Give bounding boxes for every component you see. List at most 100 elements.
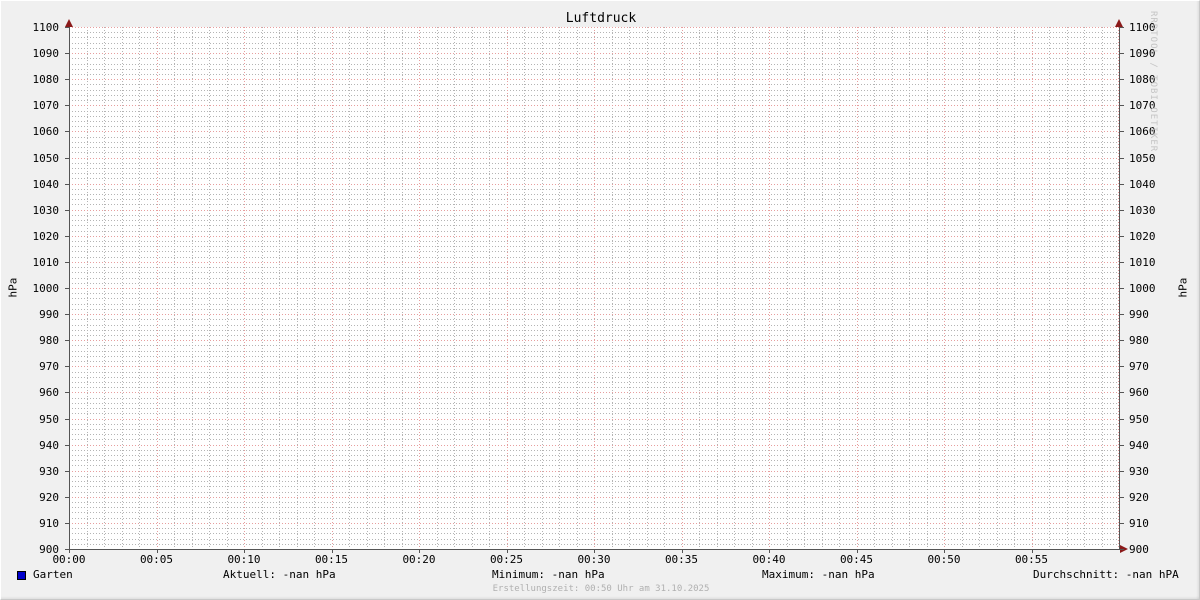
- y-tick-label-right: 990: [1129, 308, 1149, 322]
- x-tick: [244, 549, 245, 553]
- y-tick-label-right: 960: [1129, 386, 1149, 400]
- y-tick-label-left: 940: [39, 438, 59, 452]
- y-tick-right: [1120, 157, 1124, 159]
- y-tick-right: [1120, 288, 1124, 289]
- x-tick-label: 00:25: [489, 553, 524, 566]
- y-tick-left: [65, 157, 69, 159]
- y-tick-right: [1120, 183, 1124, 185]
- y-tick-label-right: 1010: [1129, 255, 1156, 269]
- y-tick-left: [65, 261, 69, 263]
- legend: Garten Aktuell: -nan hPa Minimum: -nan h…: [1, 567, 1199, 585]
- y-axis-left-arrow-icon: [65, 19, 73, 27]
- x-tick-label: 00:55: [1014, 553, 1049, 566]
- y-tick-right: [1120, 235, 1124, 237]
- y-tick-left: [65, 522, 69, 524]
- y-tick-label-right: 1100: [1129, 21, 1156, 34]
- y-tick-label-left: 930: [39, 464, 59, 478]
- x-tick: [156, 549, 158, 553]
- y-tick-label-left: 1000: [32, 282, 60, 295]
- y-tick-left: [65, 183, 69, 185]
- y-tick-label-left: 950: [39, 412, 59, 426]
- y-tick-right: [1120, 444, 1124, 446]
- y-tick-label-left: 990: [39, 308, 59, 322]
- y-tick-left: [65, 392, 69, 394]
- x-tick: [1031, 549, 1033, 553]
- y-tick-label-right: 1000: [1129, 282, 1156, 295]
- y-axis-right-arrow-icon: [1115, 19, 1123, 27]
- y-tick-right: [1120, 27, 1124, 28]
- rrdtool-watermark: RRDTOOL / TOBI OETIKER: [1148, 11, 1158, 153]
- plot-area: [69, 27, 1119, 549]
- x-tick-label: 00:20: [402, 553, 436, 566]
- y-tick-label-right: 1050: [1129, 151, 1156, 165]
- y-tick-right: [1120, 53, 1124, 55]
- y-tick-label-right: 930: [1129, 464, 1149, 478]
- y-tick-label-left: 920: [39, 490, 59, 504]
- y-tick-label-left: 1040: [32, 177, 60, 191]
- major-vertical-gridlines: [69, 27, 1119, 549]
- legend-label-garten: Garten: [33, 568, 73, 581]
- stat-minimum: Minimum: -nan hPa: [492, 568, 605, 581]
- x-tick: [69, 549, 70, 553]
- y-tick-right: [1120, 392, 1124, 394]
- y-tick-label-left: 1030: [32, 203, 60, 217]
- y-tick-left: [65, 444, 69, 446]
- y-tick-label-left: 1090: [32, 47, 60, 61]
- y-tick-label-right: 970: [1129, 360, 1149, 374]
- x-tick-label: 00:10: [227, 553, 261, 566]
- stat-maximum: Maximum: -nan hPa: [762, 568, 875, 581]
- y-tick-label-right: 1090: [1129, 47, 1156, 61]
- y-axis-right-unit-label: hPa: [1176, 277, 1190, 298]
- creation-timestamp: Erstellungszeit: 00:50 Uhr am 31.10.2025: [492, 584, 710, 594]
- stat-aktuell: Aktuell: -nan hPa: [223, 568, 336, 581]
- y-tick-right: [1120, 261, 1124, 263]
- x-tick: [506, 549, 508, 553]
- y-tick-label-right: 1070: [1129, 99, 1156, 113]
- y-tick-label-right: 1020: [1129, 229, 1156, 243]
- y-tick-right: [1120, 549, 1124, 550]
- y-tick-label-right: 1060: [1129, 125, 1156, 139]
- x-tick-label: 00:05: [139, 553, 174, 566]
- chart-title: Luftdruck: [565, 11, 637, 26]
- y-tick-label-left: 900: [39, 543, 59, 556]
- x-tick-label: 00:35: [664, 553, 699, 566]
- x-tick: [419, 549, 420, 553]
- y-tick-label-left: 1070: [32, 99, 60, 113]
- y-tick-left: [65, 209, 69, 211]
- y-tick-left: [65, 105, 69, 107]
- y-tick-left: [65, 53, 69, 55]
- y-tick-label-left: 1050: [32, 151, 60, 165]
- x-tick: [856, 549, 858, 553]
- y-tick-label-right: 980: [1129, 334, 1149, 348]
- y-tick-right: [1120, 131, 1124, 133]
- x-tick-label: 00:30: [577, 553, 611, 566]
- x-tick: [594, 549, 595, 553]
- y-tick-right: [1120, 105, 1124, 107]
- legend-color-swatch-garten: [17, 571, 26, 580]
- frame-shadow-right: [1196, 1, 1199, 599]
- y-tick-label-left: 1010: [32, 255, 60, 269]
- y-tick-right: [1120, 79, 1124, 81]
- y-tick-left: [65, 340, 69, 342]
- y-tick-right: [1120, 209, 1124, 211]
- y-tick-label-right: 1080: [1129, 73, 1156, 87]
- x-tick-label: 00:50: [927, 553, 961, 566]
- y-tick-label-right: 950: [1129, 412, 1149, 426]
- y-tick-label-left: 1020: [32, 229, 60, 243]
- y-tick-label-right: 1040: [1129, 177, 1156, 191]
- y-tick-label-left: 980: [39, 334, 59, 348]
- y-tick-label-left: 1100: [32, 21, 60, 34]
- y-tick-left: [65, 496, 69, 498]
- y-tick-label-right: 1030: [1129, 203, 1156, 217]
- stat-durchschnitt: Durchschnitt: -nan hPA: [1033, 568, 1179, 581]
- x-tick: [681, 549, 683, 553]
- y-tick-right: [1120, 522, 1124, 524]
- y-tick-right: [1120, 496, 1124, 498]
- x-tick-label: 00:15: [314, 553, 349, 566]
- y-axis-left-unit-label: hPa: [6, 277, 20, 298]
- x-axis-arrow-icon: [1120, 545, 1128, 553]
- frame-shadow-bottom: [1, 596, 1199, 599]
- y-tick-label-left: 970: [39, 360, 59, 374]
- y-tick-left: [65, 235, 69, 237]
- y-tick-right: [1120, 366, 1124, 368]
